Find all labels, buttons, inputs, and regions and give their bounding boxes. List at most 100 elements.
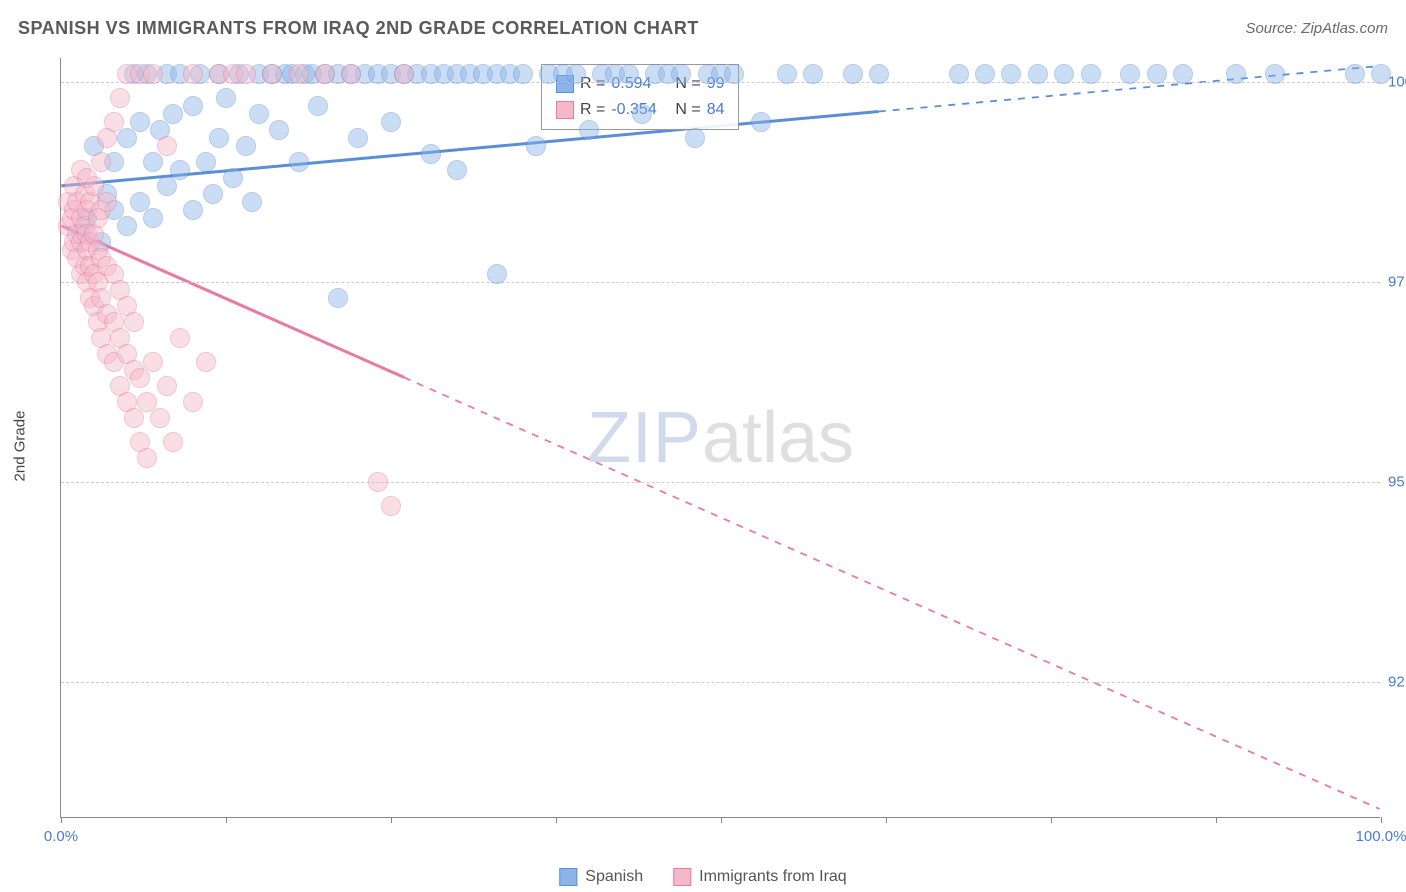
data-point-spanish [1226, 64, 1246, 84]
series-legend: Spanish Immigrants from Iraq [559, 868, 846, 886]
data-point-spanish [1081, 64, 1101, 84]
data-point-spanish [685, 128, 705, 148]
data-point-spanish [308, 96, 328, 116]
trend-lines-svg [61, 58, 1380, 817]
x-tick [886, 817, 887, 823]
legend-item-iraq: Immigrants from Iraq [673, 868, 847, 886]
data-point-spanish [328, 288, 348, 308]
data-point-spanish [447, 160, 467, 180]
data-point-spanish [203, 184, 223, 204]
legend-swatch-icon [559, 868, 577, 886]
data-point-spanish [269, 120, 289, 140]
x-tick-label: 0.0% [44, 828, 78, 845]
data-point-iraq [394, 64, 414, 84]
gridline-h [61, 682, 1380, 683]
data-point-spanish [1147, 64, 1167, 84]
data-point-spanish [513, 64, 533, 84]
data-point-spanish [381, 112, 401, 132]
data-point-iraq [341, 64, 361, 84]
data-point-spanish [777, 64, 797, 84]
stats-r-label: R = [580, 101, 605, 119]
data-point-iraq [91, 152, 111, 172]
data-point-spanish [209, 128, 229, 148]
data-point-spanish [1173, 64, 1193, 84]
data-point-spanish [949, 64, 969, 84]
data-point-spanish [632, 104, 652, 124]
y-tick-label: 92.5% [1388, 674, 1406, 691]
legend-label: Spanish [585, 868, 643, 886]
data-point-spanish [724, 64, 744, 84]
data-point-iraq [150, 408, 170, 428]
data-point-spanish [348, 128, 368, 148]
data-point-spanish [183, 200, 203, 220]
data-point-iraq [183, 64, 203, 84]
gridline-h [61, 482, 1380, 483]
data-point-iraq [196, 352, 216, 372]
data-point-spanish [1371, 64, 1391, 84]
data-point-spanish [163, 104, 183, 124]
data-point-spanish [216, 88, 236, 108]
data-point-spanish [579, 120, 599, 140]
data-point-spanish [566, 64, 586, 84]
data-point-iraq [183, 392, 203, 412]
data-point-spanish [196, 152, 216, 172]
data-point-iraq [381, 496, 401, 516]
stats-n-value: 84 [707, 101, 725, 119]
trend-line-dashed-iraq [404, 377, 1380, 809]
data-point-iraq [143, 64, 163, 84]
data-point-iraq [157, 136, 177, 156]
y-tick-label: 97.5% [1388, 274, 1406, 291]
data-point-iraq [170, 328, 190, 348]
data-point-iraq [104, 112, 124, 132]
data-point-spanish [242, 192, 262, 212]
data-point-spanish [1001, 64, 1021, 84]
data-point-iraq [236, 64, 256, 84]
data-point-spanish [170, 160, 190, 180]
data-point-iraq [368, 472, 388, 492]
data-point-spanish [487, 264, 507, 284]
y-axis-label: 2nd Grade [12, 411, 29, 482]
x-tick [1216, 817, 1217, 823]
chart-title: SPANISH VS IMMIGRANTS FROM IRAQ 2ND GRAD… [18, 18, 699, 39]
data-point-spanish [157, 176, 177, 196]
x-tick [1381, 817, 1382, 823]
data-point-spanish [975, 64, 995, 84]
data-point-spanish [421, 144, 441, 164]
data-point-iraq [315, 64, 335, 84]
data-point-spanish [526, 136, 546, 156]
x-tick [61, 817, 62, 823]
data-point-iraq [124, 312, 144, 332]
legend-item-spanish: Spanish [559, 868, 643, 886]
chart-source: Source: ZipAtlas.com [1245, 20, 1388, 37]
data-point-iraq [97, 192, 117, 212]
data-point-spanish [1054, 64, 1074, 84]
data-point-iraq [124, 408, 144, 428]
data-point-spanish [751, 112, 771, 132]
data-point-spanish [143, 208, 163, 228]
legend-swatch-icon [556, 101, 574, 119]
plot-area: ZIPatlas R = 0.594 N = 99 R = -0.354 N =… [60, 58, 1380, 818]
data-point-spanish [1265, 64, 1285, 84]
data-point-iraq [157, 376, 177, 396]
data-point-iraq [289, 64, 309, 84]
data-point-iraq [143, 352, 163, 372]
watermark-atlas: atlas [702, 398, 854, 478]
watermark-zip: ZIP [587, 398, 702, 478]
x-tick [1051, 817, 1052, 823]
gridline-h [61, 282, 1380, 283]
data-point-spanish [671, 64, 691, 84]
legend-swatch-icon [673, 868, 691, 886]
x-tick [721, 817, 722, 823]
data-point-spanish [843, 64, 863, 84]
data-point-spanish [130, 112, 150, 132]
chart-header: SPANISH VS IMMIGRANTS FROM IRAQ 2ND GRAD… [18, 18, 1388, 39]
x-tick [556, 817, 557, 823]
data-point-spanish [1120, 64, 1140, 84]
data-point-iraq [130, 368, 150, 388]
x-tick-label: 100.0% [1356, 828, 1406, 845]
stats-n-label: N = [675, 101, 700, 119]
data-point-spanish [803, 64, 823, 84]
data-point-spanish [223, 168, 243, 188]
x-tick [391, 817, 392, 823]
data-point-spanish [1028, 64, 1048, 84]
